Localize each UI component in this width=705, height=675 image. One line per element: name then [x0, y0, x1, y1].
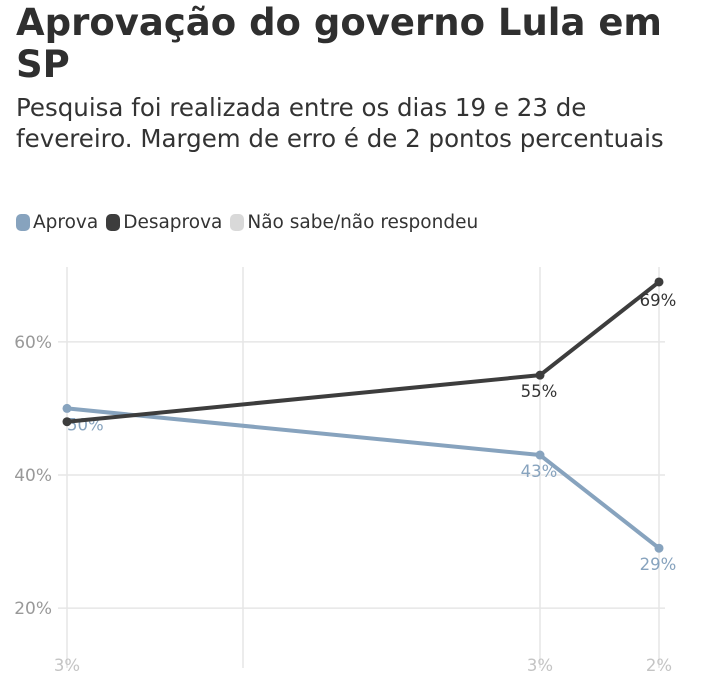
- series-line-aprova: [66, 406, 661, 550]
- legend-label-nao-sabe: Não sabe/não respondeu: [247, 211, 479, 233]
- data-label-nao-sabe-2: 2%: [646, 656, 672, 675]
- chart-subtitle: Pesquisa foi realizada entre os dias 19 …: [16, 93, 664, 153]
- data-label-aprova-2: 29%: [640, 555, 677, 574]
- series-line-desaprova: [66, 280, 661, 424]
- y-tick-label-20: 20%: [14, 599, 52, 619]
- legend-item-nao-sabe[interactable]: Não sabe/não respondeu: [230, 212, 478, 233]
- data-label-nao-sabe-1: 3%: [527, 656, 553, 675]
- legend-swatch-aprova: [16, 213, 30, 231]
- legend-swatch-nao-sabe: [230, 213, 245, 231]
- line-chart: 20%40%60%50%43%29%55%69%3% 3% 2%: [14, 267, 677, 675]
- legend-item-desaprova[interactable]: Desaprova: [106, 212, 222, 233]
- data-point-aprova-2: [654, 543, 664, 553]
- legend-item-aprova[interactable]: Aprova: [16, 212, 98, 233]
- data-label-desaprova-2: 69%: [640, 291, 677, 310]
- data-label-aprova-1: 43%: [521, 462, 558, 481]
- data-point-aprova-1: [535, 450, 545, 460]
- chart-title: Aprovação do governo Lula em SP: [16, 1, 662, 86]
- data-label-desaprova-1: 55%: [521, 382, 558, 401]
- legend-label-aprova: Aprova: [33, 211, 99, 233]
- data-point-desaprova-0: [62, 417, 72, 427]
- y-tick-label-60: 60%: [14, 333, 52, 353]
- legend-label-desaprova: Desaprova: [123, 211, 223, 233]
- legend-swatch-desaprova: [106, 213, 121, 231]
- data-point-desaprova-1: [535, 370, 545, 380]
- data-point-desaprova-2: [654, 277, 664, 287]
- data-label-nao-sabe-0: 3%: [54, 656, 80, 675]
- data-point-aprova-0: [62, 403, 72, 413]
- y-tick-label-40: 40%: [14, 466, 52, 486]
- legend: Aprova Desaprova Não sabe/não respondeu: [16, 210, 486, 234]
